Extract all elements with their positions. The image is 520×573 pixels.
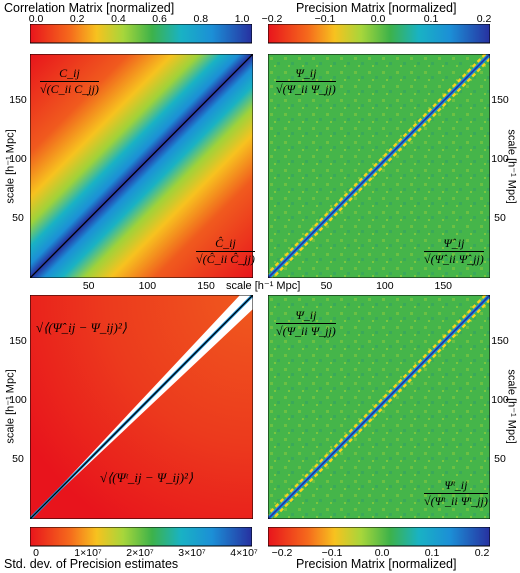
x-tick-label: 50 bbox=[82, 280, 95, 292]
colorbar-tick-label: −0.2 bbox=[271, 547, 293, 559]
colorbar-tick-label: 0.0 bbox=[28, 13, 44, 25]
colorbar-tick-label: 2×10⁷ bbox=[126, 547, 154, 559]
colorbar-title-correlation: Correlation Matrix [normalized] bbox=[4, 1, 175, 15]
formula-correlation-upper: C_ij √(C_ii C_jj) bbox=[40, 66, 99, 96]
colorbar-tick-label: −0.2 bbox=[261, 13, 283, 25]
x-tick-label: 150 bbox=[197, 280, 215, 292]
colorbar-tick-label: 0.1 bbox=[424, 547, 440, 559]
colorbar-tick-label: 0.8 bbox=[193, 13, 209, 25]
colorbar-tick-label: 4×10⁷ bbox=[230, 547, 258, 559]
colorbar-correlation bbox=[30, 24, 252, 44]
x-tick-label: 100 bbox=[376, 280, 394, 292]
y-tick-label: 150 bbox=[491, 94, 509, 107]
colorbar-tick-label: 0.0 bbox=[374, 547, 390, 559]
formula-correlation-lower: Ĉ_ij √(Ĉ_ii Ĉ_jj) bbox=[196, 236, 255, 266]
heatmap-precision-std bbox=[30, 295, 253, 519]
heatmap-correlation bbox=[30, 54, 253, 278]
ylabel-tl: scale [h⁻¹ Mpc] bbox=[4, 129, 17, 204]
colorbar-precision-top bbox=[268, 24, 490, 44]
x-tick-label: 50 bbox=[320, 280, 333, 292]
colorbar-tick-label: 0.2 bbox=[69, 13, 85, 25]
colorbar-tick-label: 0.6 bbox=[152, 13, 167, 25]
formula-precision-bottom-upper: Ψ_ij √(Ψ_ii Ψ_jj) bbox=[276, 308, 336, 338]
colorbar-std bbox=[30, 527, 252, 547]
x-tick-label: 150 bbox=[434, 280, 453, 292]
y-tick-label: 50 bbox=[12, 453, 24, 466]
colorbar-tick-label: 0.1 bbox=[423, 13, 439, 25]
ylabel-tr: scale [h⁻¹ Mpc] bbox=[505, 129, 518, 204]
colorbar-title-precision-bottom: Precision Matrix [normalized] bbox=[296, 557, 457, 571]
colorbar-tick-label: 1.0 bbox=[234, 13, 250, 25]
xlabel-top: scale [h⁻¹ Mpc] bbox=[226, 280, 301, 292]
y-tick-label: 50 bbox=[494, 212, 506, 225]
colorbar-tick-label: −0.1 bbox=[314, 13, 336, 25]
y-tick-label: 100 bbox=[9, 153, 27, 166]
formula-std-lower: √⟨(Ψᵗ_ij − Ψ_ij)²⟩ bbox=[100, 470, 194, 485]
colorbar-tick-label: 0 bbox=[33, 547, 39, 559]
colorbar-tick-label: −0.1 bbox=[321, 547, 343, 559]
colorbar-tick-label: 1×10⁷ bbox=[74, 547, 102, 559]
colorbar-tick-label: 0.2 bbox=[476, 13, 492, 25]
y-tick-label: 150 bbox=[491, 335, 509, 348]
y-tick-label: 150 bbox=[9, 335, 27, 348]
heatmap-precision-top bbox=[268, 54, 490, 278]
y-tick-label: 50 bbox=[494, 453, 506, 466]
colorbar-tick-label: 0.0 bbox=[370, 13, 386, 25]
y-tick-label: 100 bbox=[491, 394, 509, 407]
colorbar-tick-label: 3×10⁷ bbox=[178, 547, 206, 559]
colorbar-title-precision-top: Precision Matrix [normalized] bbox=[296, 1, 457, 15]
colorbar-tick-label: 0.4 bbox=[111, 13, 126, 25]
formula-std-upper: √⟨(Ψ̂_ij − Ψ_ij)²⟩ bbox=[36, 320, 127, 335]
ylabel-bl: scale [h⁻¹ Mpc] bbox=[4, 369, 17, 444]
colorbar-title-std: Std. dev. of Precision estimates bbox=[4, 557, 179, 571]
heatmap-precision-bottom bbox=[268, 295, 490, 519]
formula-precision-top-upper: Ψ_ij √(Ψ_ii Ψ_jj) bbox=[276, 66, 336, 96]
ylabel-br: scale [h⁻¹ Mpc] bbox=[505, 369, 518, 444]
colorbar-tick-label: 0.2 bbox=[474, 547, 490, 559]
x-tick-label: 100 bbox=[138, 280, 157, 292]
y-tick-label: 50 bbox=[12, 212, 24, 225]
y-tick-label: 100 bbox=[9, 394, 27, 407]
formula-precision-top-lower: Ψ̂_ij √(Ψ̂_ii Ψ̂_jj) bbox=[424, 236, 484, 266]
colorbar-precision-bottom bbox=[268, 527, 490, 547]
y-tick-label: 100 bbox=[491, 153, 509, 166]
y-tick-label: 150 bbox=[9, 94, 27, 107]
formula-precision-bottom-lower: Ψᵗ_ij √(Ψᵗ_ii Ψᵗ_jj) bbox=[424, 478, 488, 508]
